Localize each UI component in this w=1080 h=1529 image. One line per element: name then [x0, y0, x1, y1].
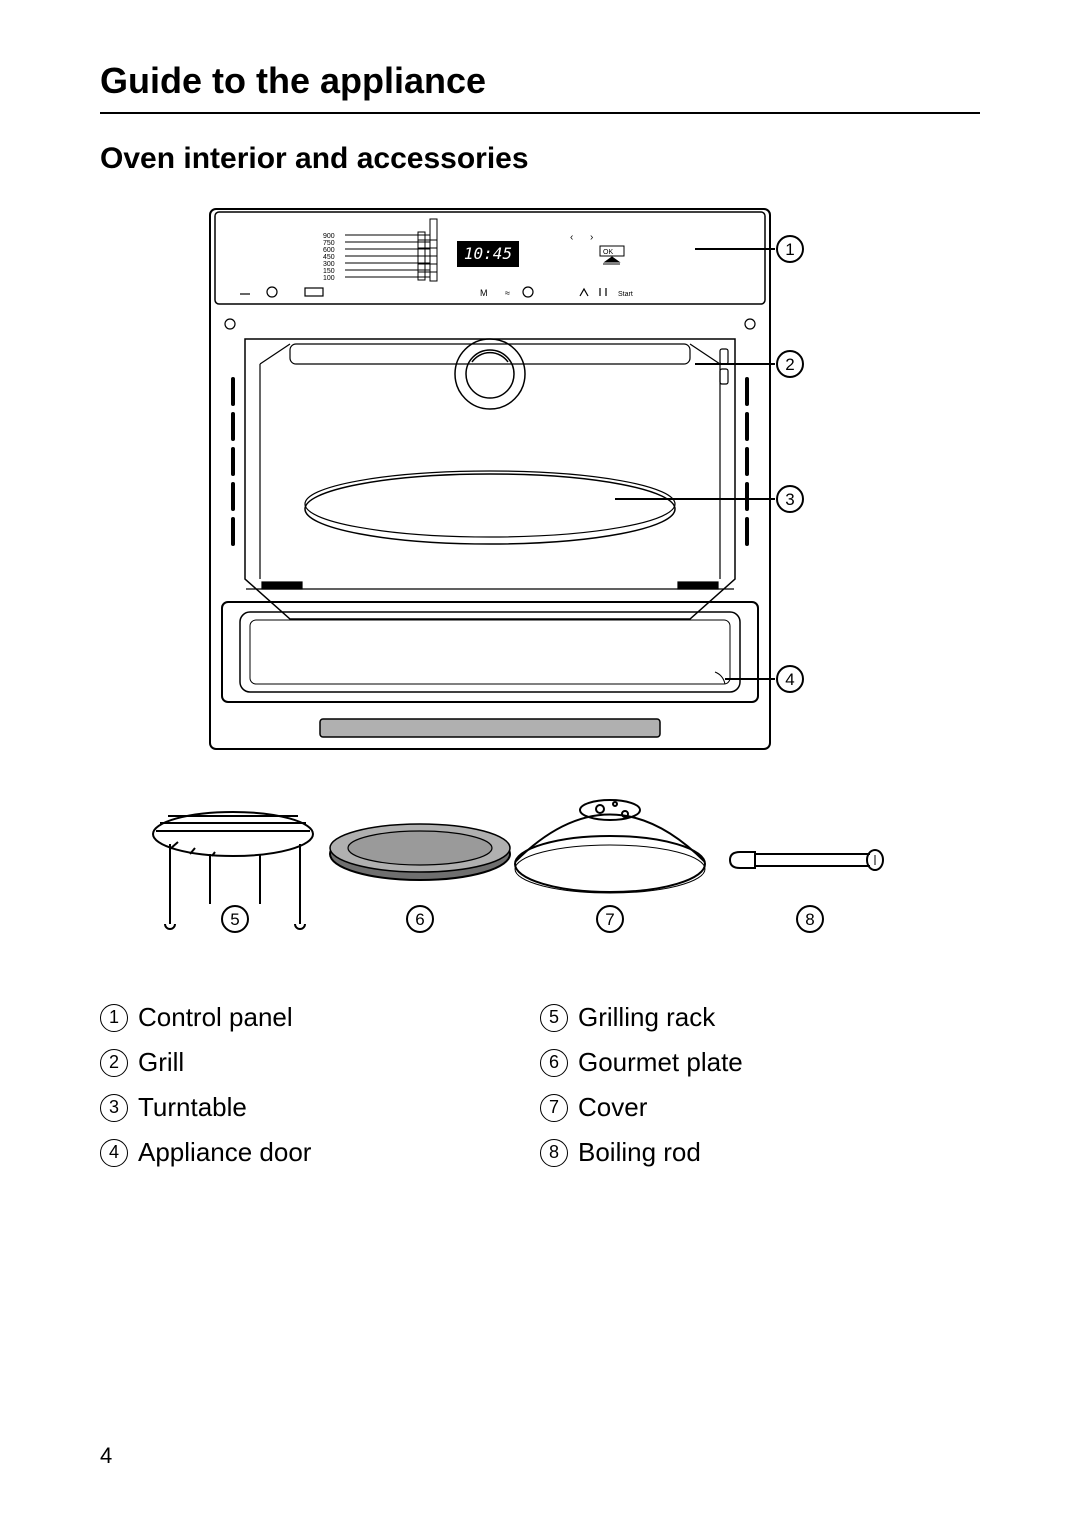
legend-label: Grill: [138, 1047, 184, 1078]
svg-text:2: 2: [785, 355, 794, 374]
svg-text:100: 100: [323, 275, 335, 282]
legend-right-column: 5 Grilling rack 6 Gourmet plate 7 Cover …: [540, 1002, 980, 1182]
legend-item: 1 Control panel: [100, 1002, 540, 1033]
svg-text:300: 300: [323, 261, 335, 268]
callout-number-icon: 1: [100, 1004, 128, 1032]
oven-svg: 900 750 600 450 300 150 100 10:: [150, 204, 930, 974]
svg-text:M: M: [480, 288, 488, 298]
legend-item: 2 Grill: [100, 1047, 540, 1078]
page-title: Guide to the appliance: [100, 60, 980, 114]
svg-text:600: 600: [323, 247, 335, 254]
svg-text:6: 6: [415, 910, 424, 929]
legend-item: 3 Turntable: [100, 1092, 540, 1123]
svg-text:1: 1: [785, 240, 794, 259]
svg-text:‹: ‹: [570, 232, 573, 243]
legend-label: Boiling rod: [578, 1137, 701, 1168]
callout-number-icon: 2: [100, 1049, 128, 1077]
legend-item: 4 Appliance door: [100, 1137, 540, 1168]
callout-number-icon: 7: [540, 1094, 568, 1122]
callout-number-icon: 4: [100, 1139, 128, 1167]
legend-label: Appliance door: [138, 1137, 311, 1168]
callout-number-icon: 3: [100, 1094, 128, 1122]
svg-text:10:45: 10:45: [464, 244, 512, 263]
svg-text:OK: OK: [603, 249, 613, 256]
svg-text:8: 8: [805, 910, 814, 929]
legend-label: Control panel: [138, 1002, 293, 1033]
svg-text:900: 900: [323, 233, 335, 240]
legend-item: 5 Grilling rack: [540, 1002, 980, 1033]
page-number: 4: [100, 1443, 112, 1469]
page-root: Guide to the appliance Oven interior and…: [0, 0, 1080, 1529]
callout-number-icon: 5: [540, 1004, 568, 1032]
legend-label: Grilling rack: [578, 1002, 715, 1033]
legend: 1 Control panel 2 Grill 3 Turntable 4 Ap…: [100, 1002, 980, 1182]
svg-text:›: ›: [590, 232, 593, 243]
legend-item: 8 Boiling rod: [540, 1137, 980, 1168]
svg-text:450: 450: [323, 254, 335, 261]
oven-diagram: 900 750 600 450 300 150 100 10:: [150, 204, 930, 974]
svg-text:≈: ≈: [505, 288, 510, 298]
callout-number-icon: 6: [540, 1049, 568, 1077]
section-subtitle: Oven interior and accessories: [100, 142, 980, 176]
legend-label: Gourmet plate: [578, 1047, 743, 1078]
legend-label: Turntable: [138, 1092, 247, 1123]
svg-text:750: 750: [323, 240, 335, 247]
svg-text:4: 4: [785, 670, 794, 689]
legend-left-column: 1 Control panel 2 Grill 3 Turntable 4 Ap…: [100, 1002, 540, 1182]
callout-number-icon: 8: [540, 1139, 568, 1167]
svg-text:5: 5: [230, 910, 239, 929]
legend-label: Cover: [578, 1092, 647, 1123]
legend-item: 6 Gourmet plate: [540, 1047, 980, 1078]
svg-text:7: 7: [605, 910, 614, 929]
svg-text:3: 3: [785, 490, 794, 509]
svg-text:150: 150: [323, 268, 335, 275]
legend-item: 7 Cover: [540, 1092, 980, 1123]
svg-text:Start: Start: [618, 291, 633, 298]
